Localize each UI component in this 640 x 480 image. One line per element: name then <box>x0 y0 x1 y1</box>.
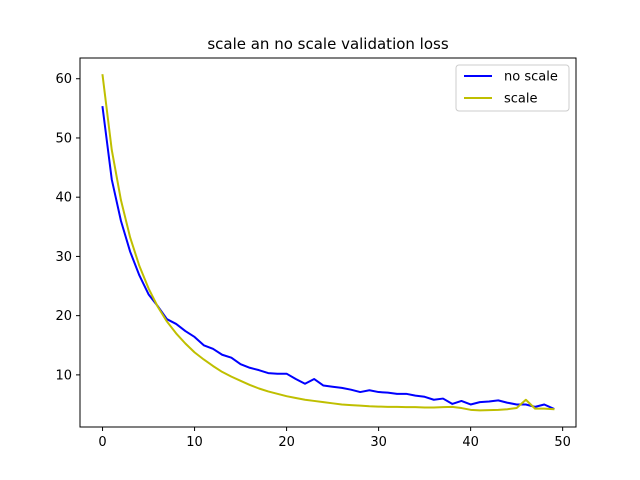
legend-label-scale: scale <box>504 92 538 107</box>
series-line-no-scale <box>101 106 555 410</box>
y-tick-label: 60 <box>55 72 72 87</box>
y-tick-label: 30 <box>55 250 72 265</box>
legend: no scale scale <box>455 64 570 112</box>
y-tick-label: 10 <box>55 368 72 383</box>
x-tick-label: 0 <box>98 435 106 450</box>
plot-background <box>80 58 576 427</box>
series-lines <box>101 74 555 412</box>
x-tick-label: 30 <box>370 435 387 450</box>
axes: 0 10 20 30 40 50 10 20 30 40 50 60 <box>55 57 577 450</box>
legend-label-no-scale: no scale <box>504 70 558 85</box>
plot-area <box>80 58 576 427</box>
x-tick-label: 50 <box>554 435 571 450</box>
y-tick-label: 50 <box>55 131 72 146</box>
y-tick-label: 40 <box>55 191 72 206</box>
x-tick-label: 40 <box>462 435 479 450</box>
x-tick-label: 10 <box>186 435 203 450</box>
series-line-scale <box>101 74 555 412</box>
axes-frame <box>79 57 577 428</box>
chart-title: scale an no scale validation loss <box>207 35 449 53</box>
x-tick-label: 20 <box>278 435 295 450</box>
y-tick-label: 20 <box>55 309 72 324</box>
